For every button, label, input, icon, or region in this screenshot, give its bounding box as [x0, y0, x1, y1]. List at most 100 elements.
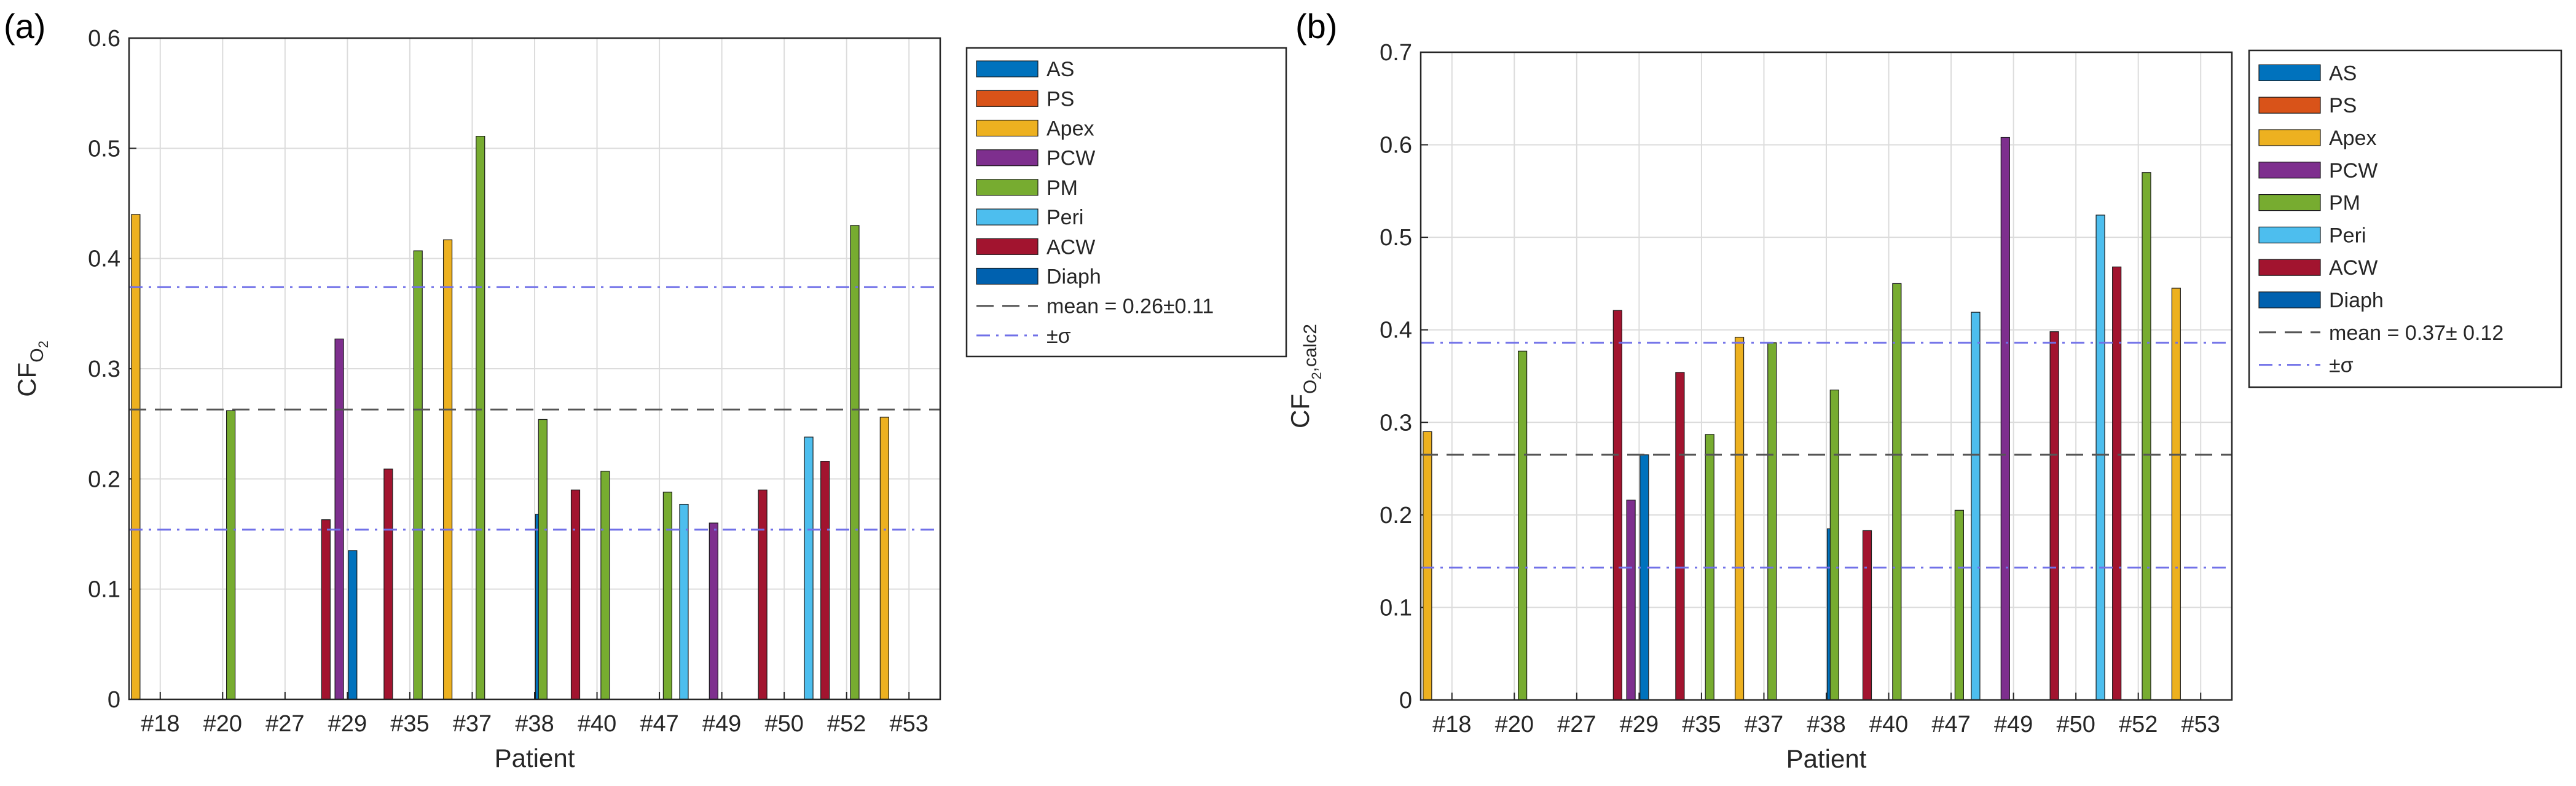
y-tick-label: 0	[108, 687, 120, 713]
bar-acw-p50	[820, 461, 830, 700]
bar-acw-p49	[2049, 331, 2059, 701]
bar-as-p35	[1639, 454, 1649, 701]
axes-box	[128, 37, 941, 701]
x-axis-label: Patient	[1786, 744, 1867, 773]
bar-acw-p29	[383, 468, 393, 700]
legend-label: mean = 0.26±0.11	[1046, 295, 1214, 318]
y-axis-label-suffix: ,calc2	[1300, 324, 1321, 372]
y-tick-label: 0.3	[88, 356, 120, 382]
bar-pcw-p49	[2000, 136, 2010, 701]
x-tick-label: #38	[515, 711, 554, 737]
bar-pm-p20	[1518, 350, 1528, 701]
legend-label: PM	[2329, 192, 2360, 215]
x-tick-label: #27	[1557, 712, 1596, 737]
x-tick-label: #37	[453, 711, 492, 737]
bar-acw-p38	[570, 489, 581, 700]
bar-pm-p40	[1892, 283, 1902, 701]
panel-label: (a)	[4, 7, 45, 45]
bar-acw-p27	[1612, 310, 1622, 701]
y-axis-label: CFO2	[12, 340, 51, 397]
bar-pm-p47	[662, 492, 672, 700]
y-tick-label: 0.2	[1380, 503, 1412, 529]
x-tick-label: #40	[1869, 712, 1908, 737]
legend-label: PM	[1046, 176, 1078, 200]
bar-apex-p53	[2171, 288, 2181, 701]
legend-swatch-as	[976, 60, 1039, 77]
legend-swatch-apex	[2258, 129, 2321, 146]
x-tick-label: #29	[328, 711, 367, 737]
panel-label: (b)	[1295, 7, 1337, 45]
x-tick-label: #50	[2056, 712, 2095, 737]
bar-pm-p35	[413, 250, 423, 700]
legend-label: PS	[1046, 87, 1074, 111]
bar-pm-p52	[850, 225, 860, 700]
bar-pm-p40	[600, 471, 610, 700]
y-axis-label-main: CF	[12, 363, 41, 397]
legend-label: mean = 0.37± 0.12	[2329, 321, 2503, 345]
x-tick-label: #52	[827, 711, 866, 737]
x-tick-label: #37	[1745, 712, 1783, 737]
bar-apex-p18	[1423, 431, 1432, 701]
y-tick-label: 0.4	[1380, 318, 1412, 344]
legend-label: Diaph	[2329, 289, 2384, 312]
legend-label: Peri	[1046, 206, 1083, 229]
legend-swatch-pm	[2258, 194, 2321, 211]
y-axis-label-main: CF	[1286, 394, 1314, 428]
legend-label: ACW	[2329, 256, 2378, 280]
bar-pm-p37	[1767, 342, 1777, 701]
y-axis-label-subscript: O	[27, 348, 47, 362]
x-tick-label: #40	[578, 711, 616, 737]
bar-pm-p37	[476, 136, 485, 700]
legend-swatch-acw	[976, 238, 1039, 255]
bar-acw-p27	[321, 519, 331, 700]
x-tick-label: #29	[1620, 712, 1659, 737]
bar-pm-p20	[226, 410, 236, 700]
x-tick-label: #53	[2181, 712, 2220, 737]
bar-pcw-p29	[1626, 500, 1636, 701]
x-tick-label: #20	[1495, 712, 1534, 737]
y-tick-label: 0.5	[1380, 225, 1412, 251]
axes-box	[1420, 51, 2233, 701]
legend-swatch-as	[2258, 64, 2321, 82]
y-tick-label: 0.7	[1380, 40, 1412, 66]
bar-peri-p47	[1971, 312, 1981, 701]
y-tick-label: 0.4	[88, 246, 120, 272]
y-tick-label: 0.6	[1380, 133, 1412, 159]
bar-acw-p49	[758, 489, 768, 700]
y-axis-label-subscript: O	[1300, 380, 1321, 394]
legend-label: AS	[2329, 61, 2357, 85]
bar-as-p35	[348, 550, 358, 700]
legend-label: PS	[2329, 94, 2357, 117]
legend-label: ±σ	[2329, 354, 2354, 377]
y-tick-label: 0.3	[1380, 410, 1412, 436]
x-tick-label: #52	[2119, 712, 2158, 737]
bar-pm-p38	[1829, 389, 1839, 701]
y-axis-label: CFO2,calc2	[1286, 324, 1324, 428]
x-tick-label: #50	[764, 711, 803, 737]
y-tick-label: 0.6	[88, 26, 120, 52]
x-tick-label: #47	[1931, 712, 1970, 737]
legend-label: AS	[1046, 58, 1074, 81]
bar-pm-p52	[2142, 172, 2151, 701]
y-axis-label-subsubscript: 2	[36, 340, 51, 348]
x-tick-label: #35	[1682, 712, 1721, 737]
legend-label: Apex	[2329, 127, 2377, 150]
legend-swatch-peri	[976, 208, 1039, 226]
legend-label: Apex	[1046, 117, 1094, 141]
y-tick-label: 0.1	[88, 577, 120, 603]
bar-acw-p29	[1675, 372, 1685, 701]
legend-swatch-pm	[976, 179, 1039, 196]
x-tick-label: #49	[702, 711, 741, 737]
bar-apex-p53	[879, 417, 889, 700]
x-tick-label: #38	[1807, 712, 1845, 737]
legend-label: ±σ	[1046, 324, 1071, 348]
panel-a: 0 0.1 0.2 0.3 0.4 0.5 0.6 #18 #20 #27 #29 #35 #37 #38…	[4, 7, 1287, 772]
legend-swatch-ps	[976, 90, 1039, 107]
y-tick-label: 0.1	[1380, 595, 1412, 621]
legend-label: ACW	[1046, 235, 1095, 259]
bar-peri-p50	[804, 436, 814, 700]
panel-b: 0 0.1 0.2 0.3 0.4 0.5 0.6 0.7 #18 #20 #27 #29 #35 #37…	[1286, 7, 2562, 773]
x-tick-label: #49	[1994, 712, 2033, 737]
bar-acw-p38	[1862, 530, 1872, 701]
